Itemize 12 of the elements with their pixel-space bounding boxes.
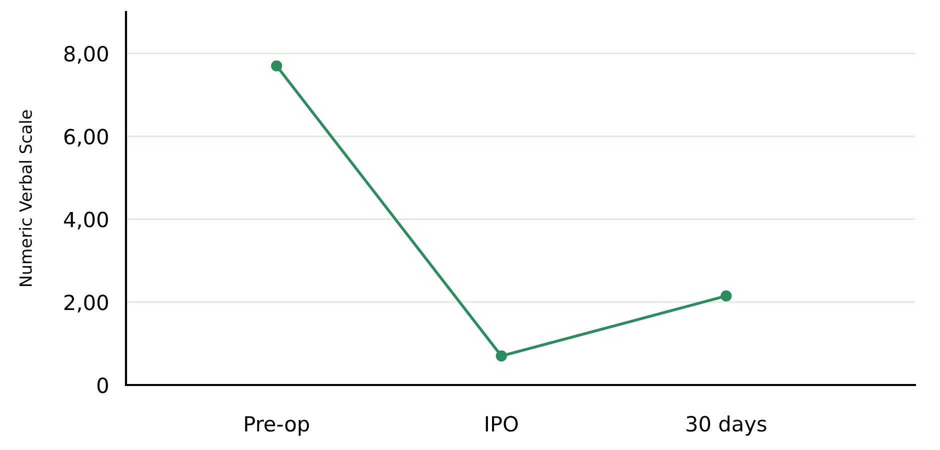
y-tick-label: 4,00 [64,212,108,230]
y-tick-label: 2,00 [64,294,108,312]
x-tick-label: 30 days [686,416,766,436]
y-tick-label: 0 [97,377,108,394]
point [496,350,507,362]
x-tick-label: Pre-op [245,416,309,436]
y-tick-label: 6,00 [64,128,108,147]
y-axis-title: Numeric Verbal Scale [19,110,32,286]
y-tick-label: 8,00 [64,46,108,64]
x-tick-label: IPO [486,416,518,432]
point [271,60,282,72]
point [720,290,732,302]
